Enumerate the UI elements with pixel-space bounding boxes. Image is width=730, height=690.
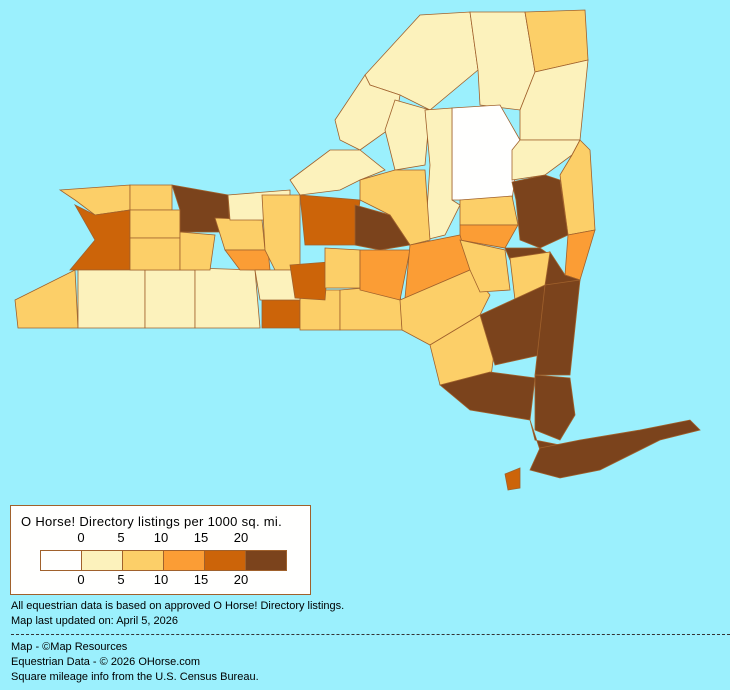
county-region[interactable]	[469, 11, 536, 111]
map-credit: Map - ©Map Resources	[11, 641, 128, 653]
legend-bottom-tick: 10	[153, 572, 169, 587]
county-region[interactable]	[504, 467, 521, 491]
legend-top-tick: 10	[153, 530, 169, 545]
legend-top-tick: 5	[117, 530, 125, 545]
legend-swatch	[164, 551, 205, 570]
last-updated-note: Map last updated on: April 5, 2026	[11, 615, 178, 627]
legend-swatch	[246, 551, 286, 570]
legend-top-tick: 0	[77, 530, 85, 545]
legend-bottom-tick: 0	[77, 572, 85, 587]
county-region[interactable]	[144, 269, 196, 329]
legend-top-tick: 15	[193, 530, 209, 545]
county-region[interactable]	[564, 229, 596, 281]
legend-title: O Horse! Directory listings per 1000 sq.…	[21, 514, 283, 529]
county-region[interactable]	[459, 195, 519, 226]
county-region[interactable]	[534, 374, 576, 441]
county-region[interactable]	[384, 99, 431, 171]
county-region[interactable]	[439, 371, 536, 421]
county-region[interactable]	[14, 269, 79, 329]
county-region[interactable]	[459, 239, 511, 293]
map-legend: O Horse! Directory listings per 1000 sq.…	[10, 505, 311, 595]
data-source-note: All equestrian data is based on approved…	[11, 600, 345, 612]
county-region[interactable]	[529, 419, 701, 479]
county-region[interactable]	[77, 269, 146, 329]
county-region[interactable]	[289, 149, 386, 196]
divider	[11, 634, 730, 635]
county-region[interactable]	[534, 279, 581, 376]
legend-swatch	[82, 551, 123, 570]
legend-color-bar	[40, 550, 287, 571]
legend-swatch	[205, 551, 246, 570]
county-region[interactable]	[179, 231, 216, 271]
new-york-county-map	[14, 9, 701, 491]
county-region[interactable]	[424, 107, 461, 241]
data-credit: Equestrian Data - © 2026 OHorse.com	[11, 656, 201, 668]
county-region[interactable]	[254, 269, 301, 301]
legend-bottom-tick: 15	[193, 572, 209, 587]
census-credit: Square mileage info from the U.S. Census…	[11, 671, 259, 683]
county-region[interactable]	[224, 249, 271, 271]
county-region[interactable]	[214, 217, 266, 251]
county-region[interactable]	[129, 209, 181, 239]
county-region[interactable]	[359, 169, 431, 246]
county-region[interactable]	[69, 204, 131, 271]
county-region[interactable]	[324, 247, 361, 289]
legend-bottom-tick: 20	[233, 572, 249, 587]
county-region[interactable]	[261, 299, 301, 329]
county-region[interactable]	[129, 237, 181, 271]
county-region[interactable]	[194, 267, 261, 329]
legend-top-tick: 20	[233, 530, 249, 545]
county-region[interactable]	[451, 104, 521, 201]
legend-swatch	[41, 551, 82, 570]
county-region[interactable]	[289, 261, 329, 301]
county-region[interactable]	[354, 204, 411, 251]
county-region[interactable]	[299, 194, 361, 246]
county-region[interactable]	[429, 314, 496, 386]
county-region[interactable]	[58, 184, 131, 216]
county-region[interactable]	[511, 174, 569, 249]
county-region[interactable]	[129, 184, 173, 211]
legend-swatch	[123, 551, 164, 570]
legend-bottom-tick: 5	[117, 572, 125, 587]
